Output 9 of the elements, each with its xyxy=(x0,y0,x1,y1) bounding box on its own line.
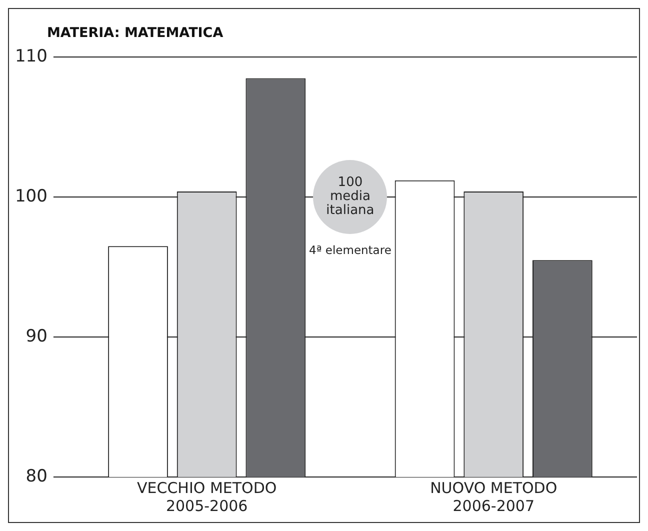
annotation: 4ª elementare xyxy=(308,243,392,258)
y-tick-label: 80 xyxy=(26,466,48,486)
x-tick-label: NUOVO METODO 2006-2007 xyxy=(430,478,558,515)
chart-title: MATERIA: MATEMATICA xyxy=(47,25,224,41)
x-tick-label: VECCHIO METODO 2005-2006 xyxy=(136,478,277,515)
y-tick-label: 90 xyxy=(26,326,48,346)
y-tick-label: 100 xyxy=(14,186,48,207)
y-tick-label: 110 xyxy=(14,46,48,67)
annotation: 100 media italiana xyxy=(325,175,376,218)
